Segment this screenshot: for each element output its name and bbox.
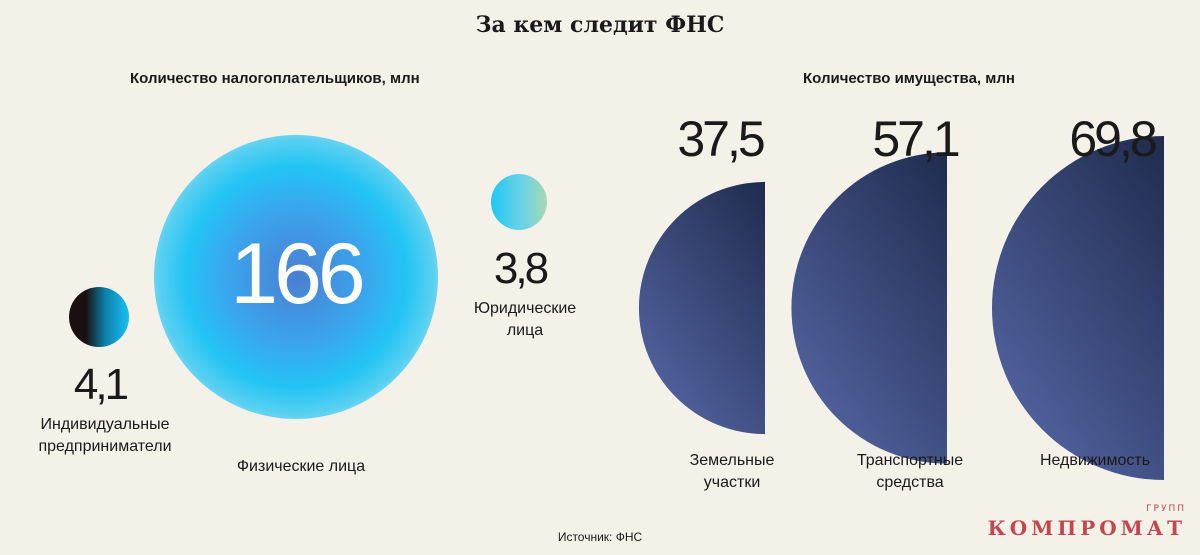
legal-entities-value: 3,8 bbox=[493, 244, 549, 293]
logo-main-text: КОМПРОМАТ bbox=[987, 516, 1186, 540]
legal-entities-label-line-2: лица bbox=[506, 322, 544, 339]
land-label-line-1: Земельные bbox=[689, 452, 775, 469]
entrepreneurs-label-line-1: Индивидуальные bbox=[40, 416, 170, 433]
real-estate-label-line-1: Недвижимость bbox=[1039, 452, 1151, 469]
real-estate-label: Недвижимость bbox=[1010, 450, 1180, 472]
vehicles-label-line-1: Транспортные bbox=[856, 452, 964, 469]
entrepreneurs-bubble bbox=[69, 287, 129, 347]
entrepreneurs-value: 4,1 bbox=[73, 360, 129, 409]
property-chart-title: Количество имущества, млн bbox=[803, 70, 1015, 87]
vehicles-value: 57,1 bbox=[872, 111, 960, 167]
taxpayers-chart-title: Количество налогоплательщиков, млн bbox=[130, 70, 420, 87]
individuals-label-line-1: Физические лица bbox=[236, 458, 366, 475]
source-note: Источник: ФНС bbox=[557, 530, 643, 544]
entrepreneurs-label: Индивидуальные предприниматели bbox=[10, 414, 200, 458]
legal-entities-label: Юридические лица bbox=[440, 298, 610, 342]
entrepreneurs-label-line-2: предприниматели bbox=[38, 438, 172, 455]
land-label-line-2: участки bbox=[703, 474, 761, 491]
legal-entities-bubble bbox=[491, 174, 547, 230]
individuals-bubble bbox=[154, 135, 438, 419]
land-half-circle bbox=[638, 181, 765, 435]
land-value: 37,5 bbox=[677, 111, 765, 167]
real-estate-value: 69,8 bbox=[1069, 111, 1157, 167]
logo-small-text: ГРУПП bbox=[1146, 504, 1186, 514]
property-chart bbox=[638, 136, 1164, 480]
kompromat-logo: ГРУПП КОМПРОМАТ bbox=[987, 504, 1186, 540]
land-label: Земельные участки bbox=[652, 450, 812, 494]
legal-entities-label-line-1: Юридические bbox=[473, 300, 577, 317]
vehicles-half-circle bbox=[791, 152, 947, 464]
individuals-value: 166 bbox=[230, 226, 366, 322]
vehicles-label-line-2: средства bbox=[876, 474, 944, 491]
individuals-label: Физические лица bbox=[196, 456, 406, 478]
page-title: За кем следит ФНС bbox=[475, 12, 725, 38]
vehicles-label: Транспортные средства bbox=[825, 450, 995, 494]
real-estate-half-circle bbox=[992, 136, 1164, 480]
